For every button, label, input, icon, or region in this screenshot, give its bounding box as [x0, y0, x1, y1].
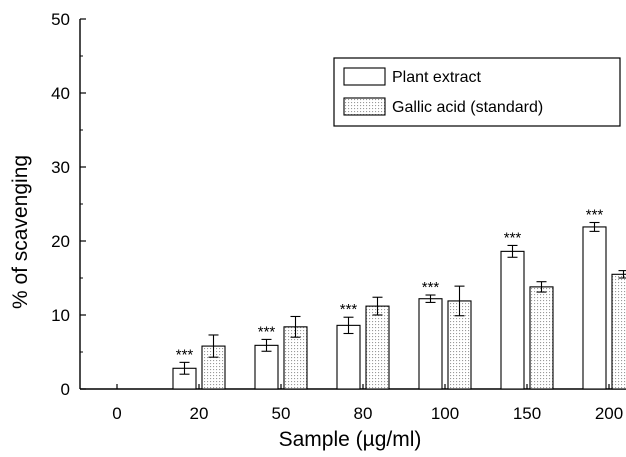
- significance-label: ***: [258, 323, 276, 340]
- y-tick-label: 40: [51, 84, 70, 103]
- bar: [611, 273, 626, 390]
- y-tick-label: 0: [61, 380, 70, 399]
- significance-label: ***: [422, 279, 440, 296]
- significance-label: ***: [176, 346, 194, 363]
- significance-label: ***: [504, 229, 522, 246]
- significance-label: ***: [586, 207, 604, 224]
- y-tick-label: 50: [51, 10, 70, 29]
- bar: [254, 344, 279, 390]
- significance-label: ***: [340, 301, 358, 318]
- x-tick-label: 80: [354, 404, 373, 423]
- y-tick-label: 20: [51, 232, 70, 251]
- legend-label: Plant extract: [392, 69, 481, 86]
- legend-swatch: [343, 67, 386, 86]
- y-tick-label: 10: [51, 306, 70, 325]
- x-tick-label: 0: [112, 404, 121, 423]
- bar: [582, 226, 607, 390]
- legend-swatch: [343, 97, 386, 116]
- legend: Plant extract Gallic acid (standard): [333, 57, 621, 127]
- bar: [529, 286, 554, 390]
- x-axis-label: Sample (µg/ml): [279, 428, 422, 451]
- y-tick-label: 30: [51, 158, 70, 177]
- y-axis-label: % of scavenging: [9, 155, 32, 309]
- bars: *** *** *** *** *** ***: [172, 207, 626, 390]
- x-tick-label: 50: [272, 404, 291, 423]
- x-tick-label: 20: [190, 404, 209, 423]
- x-tick-label: 100: [431, 404, 459, 423]
- x-tick-label: 200: [595, 404, 623, 423]
- legend-label: Gallic acid (standard): [392, 99, 543, 116]
- bar: [500, 250, 525, 390]
- axes: 0 10 20 30 40 50 0 20 50 80 100 150 200: [51, 10, 626, 423]
- bar: [336, 324, 361, 390]
- x-tick-label: 150: [513, 404, 541, 423]
- bar: [418, 298, 443, 390]
- bar: [365, 305, 390, 390]
